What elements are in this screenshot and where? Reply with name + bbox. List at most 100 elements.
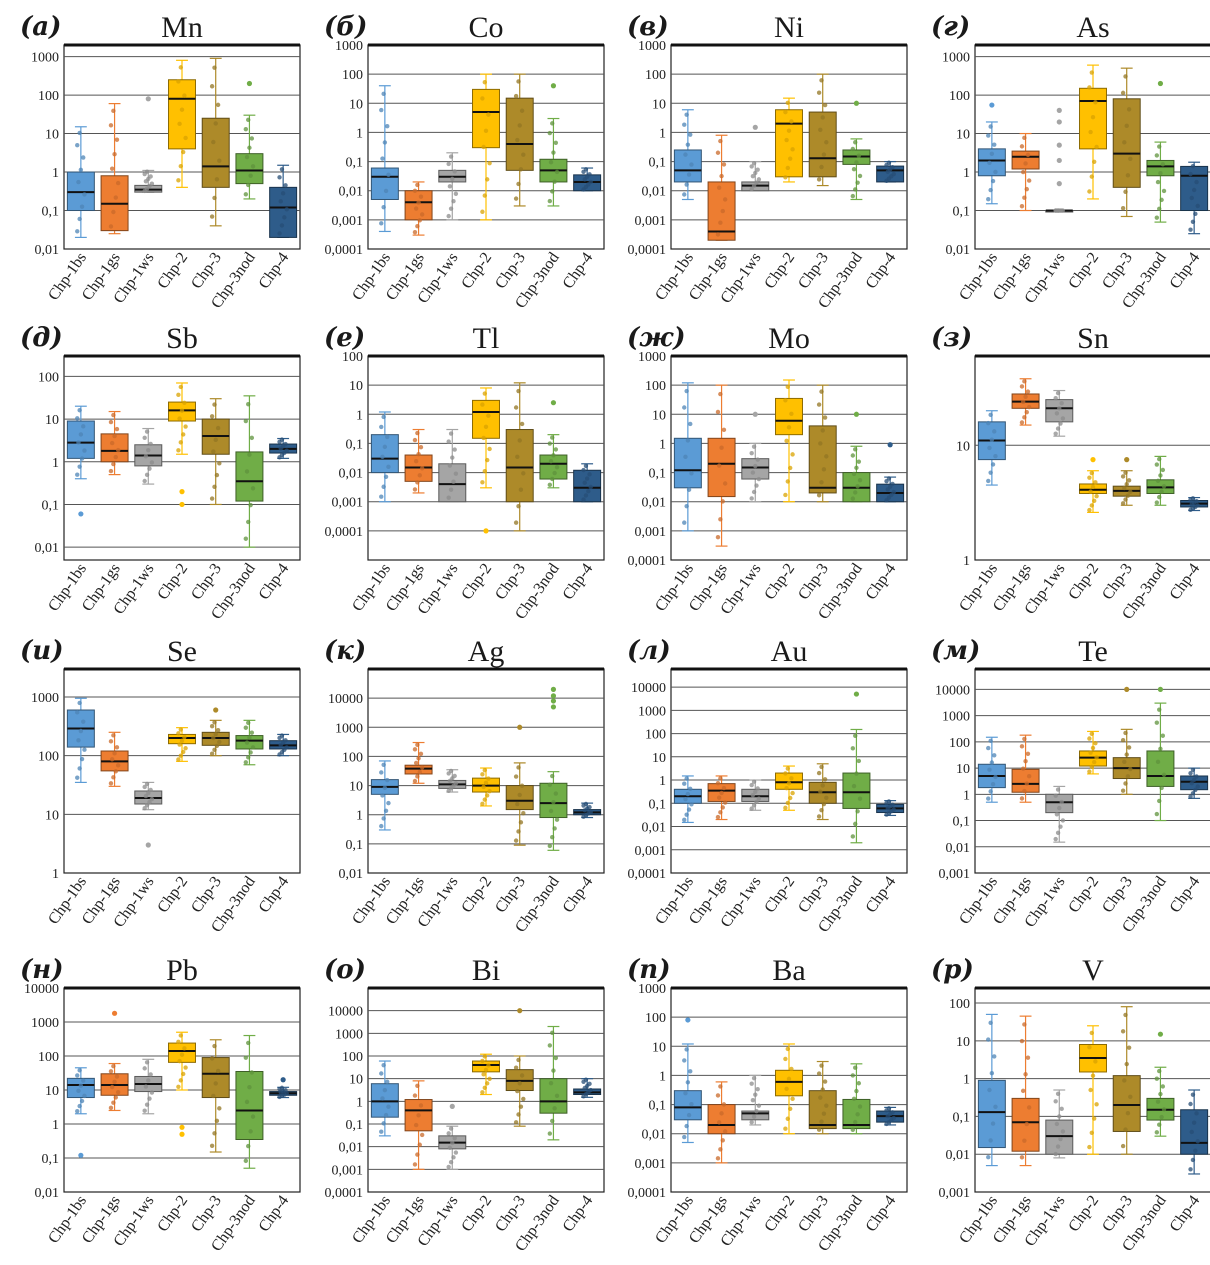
data-point [816, 1071, 822, 1076]
y-tick-label: 1000 [942, 710, 970, 725]
data-point [381, 762, 386, 767]
data-point [785, 479, 790, 484]
data-point [518, 820, 524, 825]
data-point [786, 425, 792, 430]
data-point [483, 128, 489, 134]
data-point [684, 182, 689, 187]
panel-title: Ag [468, 635, 505, 668]
data-point [785, 165, 790, 171]
y-tick-label: 100 [38, 370, 59, 385]
data-point [891, 1115, 896, 1121]
data-point [417, 769, 422, 775]
y-tick-label: 10 [349, 1073, 363, 1088]
data-point [1194, 179, 1199, 185]
data-point [481, 1072, 486, 1077]
data-point [381, 816, 386, 821]
panel-title: Co [468, 11, 503, 44]
y-tick-label: 0,1 [649, 1099, 667, 1114]
data-point [822, 777, 828, 782]
data-point [783, 1126, 788, 1131]
data-point [515, 454, 520, 460]
data-point [857, 796, 863, 801]
data-point [111, 209, 116, 215]
data-point [75, 472, 80, 477]
data-point [419, 466, 425, 471]
data-point [582, 480, 587, 485]
data-point [483, 780, 489, 785]
data-point [1188, 1167, 1193, 1172]
data-point [821, 152, 827, 157]
data-point [547, 130, 553, 136]
data-point [754, 483, 759, 488]
data-point [749, 164, 754, 169]
data-point [1128, 489, 1133, 495]
data-point [144, 1060, 150, 1065]
data-point [78, 728, 84, 734]
y-tick-label: 10000 [935, 683, 970, 698]
panel-letter: (м) [931, 636, 980, 666]
data-point [988, 789, 993, 794]
outlier-point [246, 80, 253, 87]
data-point [1189, 195, 1194, 201]
data-point [1154, 1076, 1160, 1081]
y-tick-label: 0,01 [339, 185, 364, 200]
y-tick-label: 0,1 [346, 1118, 364, 1133]
data-point [682, 1058, 687, 1063]
data-point [1123, 781, 1128, 786]
data-point [989, 151, 995, 156]
data-point [987, 160, 992, 166]
data-point [1190, 767, 1196, 772]
data-point [716, 185, 722, 190]
data-point [213, 121, 218, 126]
data-point [144, 472, 150, 478]
data-point [82, 747, 87, 752]
data-point [1054, 411, 1060, 416]
y-tick-label: 100 [949, 736, 970, 751]
data-point [381, 414, 386, 420]
data-point [789, 411, 794, 417]
data-point [1090, 745, 1096, 751]
data-point [76, 738, 81, 743]
outlier-point [1056, 181, 1062, 187]
data-point [1157, 798, 1162, 804]
data-point [517, 438, 522, 443]
data-point [452, 773, 457, 779]
category-label: Chp-4 [1167, 250, 1204, 293]
outlier-point [1124, 457, 1130, 463]
data-point [209, 414, 215, 419]
data-point [1126, 1045, 1132, 1050]
data-point [209, 214, 215, 219]
data-point [113, 1095, 118, 1100]
data-point [77, 766, 82, 771]
category-label: Chp-2 [154, 874, 191, 917]
y-tick-label: 10 [45, 808, 59, 823]
data-point [750, 792, 756, 798]
data-point [181, 432, 186, 437]
data-point [819, 1119, 824, 1124]
category-label: Chp-2 [154, 561, 191, 604]
data-point [513, 520, 519, 525]
data-point [1191, 1120, 1197, 1125]
outlier-point [1056, 142, 1062, 148]
data-point [1025, 1055, 1031, 1060]
y-tick-label: 1 [52, 166, 59, 181]
y-tick-label: 1 [356, 809, 363, 824]
data-point [148, 1072, 153, 1077]
data-point [1191, 187, 1197, 193]
data-point [1195, 503, 1200, 508]
data-point [988, 470, 993, 475]
data-point [824, 1103, 829, 1108]
data-point [176, 731, 181, 736]
data-point [1125, 1111, 1131, 1116]
data-point [518, 487, 524, 492]
data-point [144, 781, 150, 787]
data-point [853, 187, 858, 192]
data-point [76, 1088, 81, 1093]
data-point [854, 1088, 859, 1094]
data-point [113, 454, 118, 460]
data-point [214, 177, 220, 182]
data-point [1087, 1044, 1092, 1050]
data-point [986, 745, 991, 751]
y-tick-label: 10000 [328, 692, 363, 707]
